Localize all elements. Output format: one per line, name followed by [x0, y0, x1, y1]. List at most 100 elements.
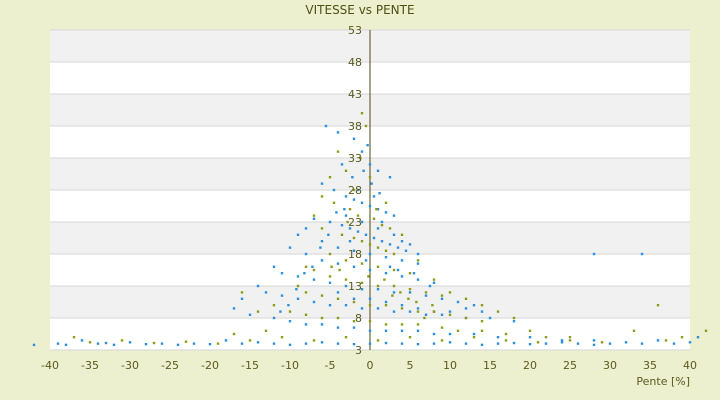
- data-point: [359, 156, 362, 160]
- data-point: [480, 304, 484, 307]
- data-point: [332, 201, 336, 204]
- data-point: [248, 339, 252, 342]
- data-point: [348, 208, 352, 211]
- data-point: [352, 265, 356, 268]
- y-tick-label: 43: [348, 88, 362, 101]
- data-point: [456, 329, 460, 332]
- data-point: [704, 329, 708, 332]
- data-point: [372, 236, 376, 240]
- data-point: [176, 343, 180, 347]
- data-point: [384, 211, 388, 214]
- x-tick-labels: -40 -35 -30 -25 -20 -15 -10 -5 0 5 10 15 20 25 30 35 40: [41, 359, 697, 372]
- data-point: [328, 220, 332, 224]
- data-point: [400, 259, 404, 262]
- data-point: [368, 304, 372, 307]
- data-point: [512, 341, 516, 345]
- data-point: [368, 268, 372, 272]
- data-point: [330, 265, 333, 268]
- data-point: [396, 246, 400, 249]
- data-point: [391, 294, 394, 297]
- y-tick-label: 18: [348, 248, 362, 261]
- data-point: [240, 291, 244, 294]
- data-point: [496, 336, 500, 339]
- data-point: [340, 224, 344, 227]
- data-point: [624, 341, 628, 344]
- data-point: [416, 343, 420, 346]
- data-point: [344, 304, 348, 307]
- data-point: [296, 233, 300, 236]
- data-point: [272, 265, 276, 268]
- data-point: [480, 320, 484, 323]
- data-point: [344, 336, 348, 339]
- data-point: [416, 323, 420, 326]
- data-point: [340, 233, 344, 236]
- data-point: [264, 291, 268, 294]
- data-point: [380, 240, 384, 243]
- data-point: [592, 252, 596, 256]
- data-point: [344, 284, 348, 288]
- data-point: [352, 326, 356, 329]
- data-point: [360, 307, 364, 310]
- data-point: [384, 341, 388, 345]
- data-point: [376, 284, 380, 288]
- data-point: [348, 240, 352, 243]
- data-point: [366, 144, 369, 147]
- data-point: [592, 343, 596, 347]
- data-point: [340, 163, 344, 166]
- data-point: [304, 342, 308, 345]
- data-point: [431, 304, 434, 307]
- data-point: [456, 300, 460, 304]
- data-point: [392, 268, 396, 272]
- data-point: [32, 343, 36, 347]
- data-point: [240, 297, 244, 300]
- data-point: [336, 291, 340, 294]
- data-point: [408, 272, 412, 275]
- data-point: [372, 217, 376, 220]
- data-point: [360, 150, 364, 153]
- data-point: [346, 220, 349, 224]
- data-point: [362, 169, 365, 172]
- data-point: [360, 288, 364, 291]
- data-point: [368, 252, 372, 256]
- data-point: [368, 176, 372, 179]
- data-point: [367, 275, 370, 278]
- data-point: [288, 246, 292, 249]
- data-point: [400, 307, 404, 310]
- data-point: [400, 323, 404, 326]
- data-point: [256, 310, 260, 313]
- data-point: [656, 304, 660, 307]
- data-point: [440, 294, 444, 297]
- data-point: [680, 336, 684, 339]
- data-point: [383, 278, 386, 281]
- data-point: [320, 227, 324, 230]
- data-point: [576, 342, 580, 345]
- data-point: [144, 343, 148, 346]
- data-point: [544, 342, 548, 345]
- data-point: [408, 243, 412, 246]
- data-point: [224, 339, 228, 342]
- data-point: [440, 313, 444, 316]
- x-tick-label: 15: [483, 359, 497, 372]
- data-point: [344, 195, 348, 198]
- data-point: [352, 137, 356, 140]
- data-point: [352, 188, 356, 192]
- data-point: [112, 343, 116, 347]
- data-point: [399, 291, 402, 294]
- data-point: [392, 214, 396, 217]
- data-point: [324, 124, 328, 128]
- data-point: [560, 339, 564, 342]
- data-point: [344, 169, 348, 172]
- data-point: [280, 336, 284, 339]
- data-point: [272, 342, 276, 345]
- data-point: [376, 288, 380, 291]
- data-point: [328, 275, 332, 278]
- x-tick-label: -20: [201, 359, 219, 372]
- data-point: [512, 320, 516, 323]
- data-point: [352, 343, 356, 346]
- data-point: [592, 339, 596, 342]
- data-point: [400, 329, 404, 332]
- data-point: [240, 342, 244, 345]
- data-point: [312, 268, 316, 272]
- data-point: [384, 249, 388, 252]
